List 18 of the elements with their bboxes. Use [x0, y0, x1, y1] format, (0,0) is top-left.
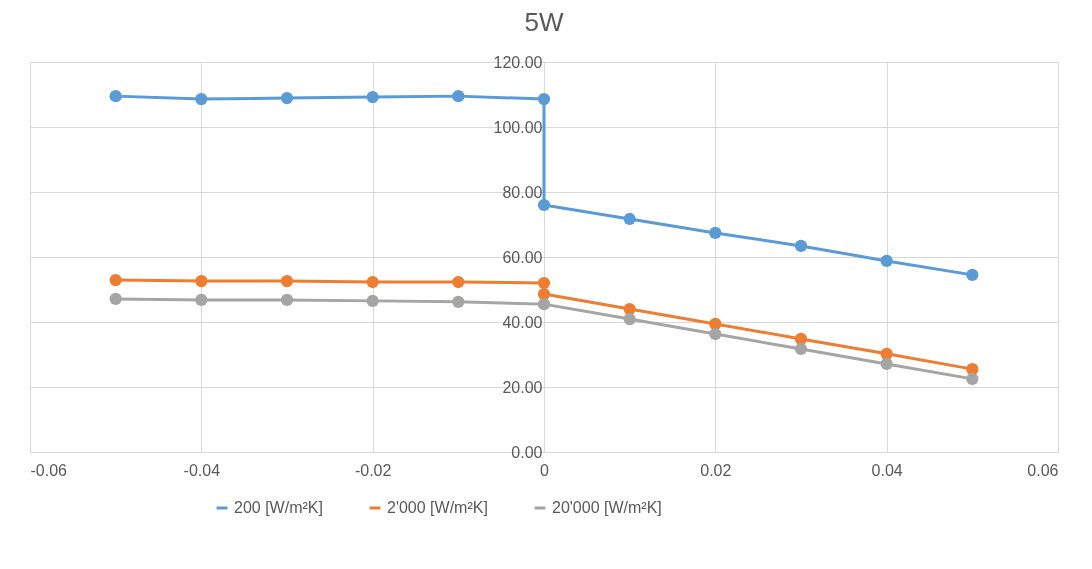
- y-tick-label: 80.00: [502, 183, 543, 201]
- x-tick-label: 0.02: [700, 461, 732, 479]
- y-tick-label: 120.00: [493, 53, 543, 71]
- x-tick-label: -0.06: [30, 461, 68, 479]
- x-tick-label: 0.06: [1027, 461, 1059, 479]
- y-tick-label: 40.00: [502, 313, 543, 331]
- x-tick-label: -0.02: [354, 461, 392, 479]
- chart-title: 5W: [524, 7, 564, 37]
- y-tick-label: 100.00: [493, 118, 543, 136]
- y-tick-label: 20.00: [502, 378, 543, 396]
- legend-label: 20'000 [W/m²K]: [552, 499, 662, 516]
- legend-label: 200 [W/m²K]: [234, 499, 323, 516]
- legend-label: 2'000 [W/m²K]: [387, 499, 488, 516]
- x-tick-label: 0: [540, 461, 550, 479]
- x-tick-label: 0.04: [871, 461, 903, 479]
- y-tick-label: 0.00: [511, 443, 543, 461]
- y-tick-label: 60.00: [502, 248, 543, 266]
- x-tick-label: -0.04: [183, 461, 221, 479]
